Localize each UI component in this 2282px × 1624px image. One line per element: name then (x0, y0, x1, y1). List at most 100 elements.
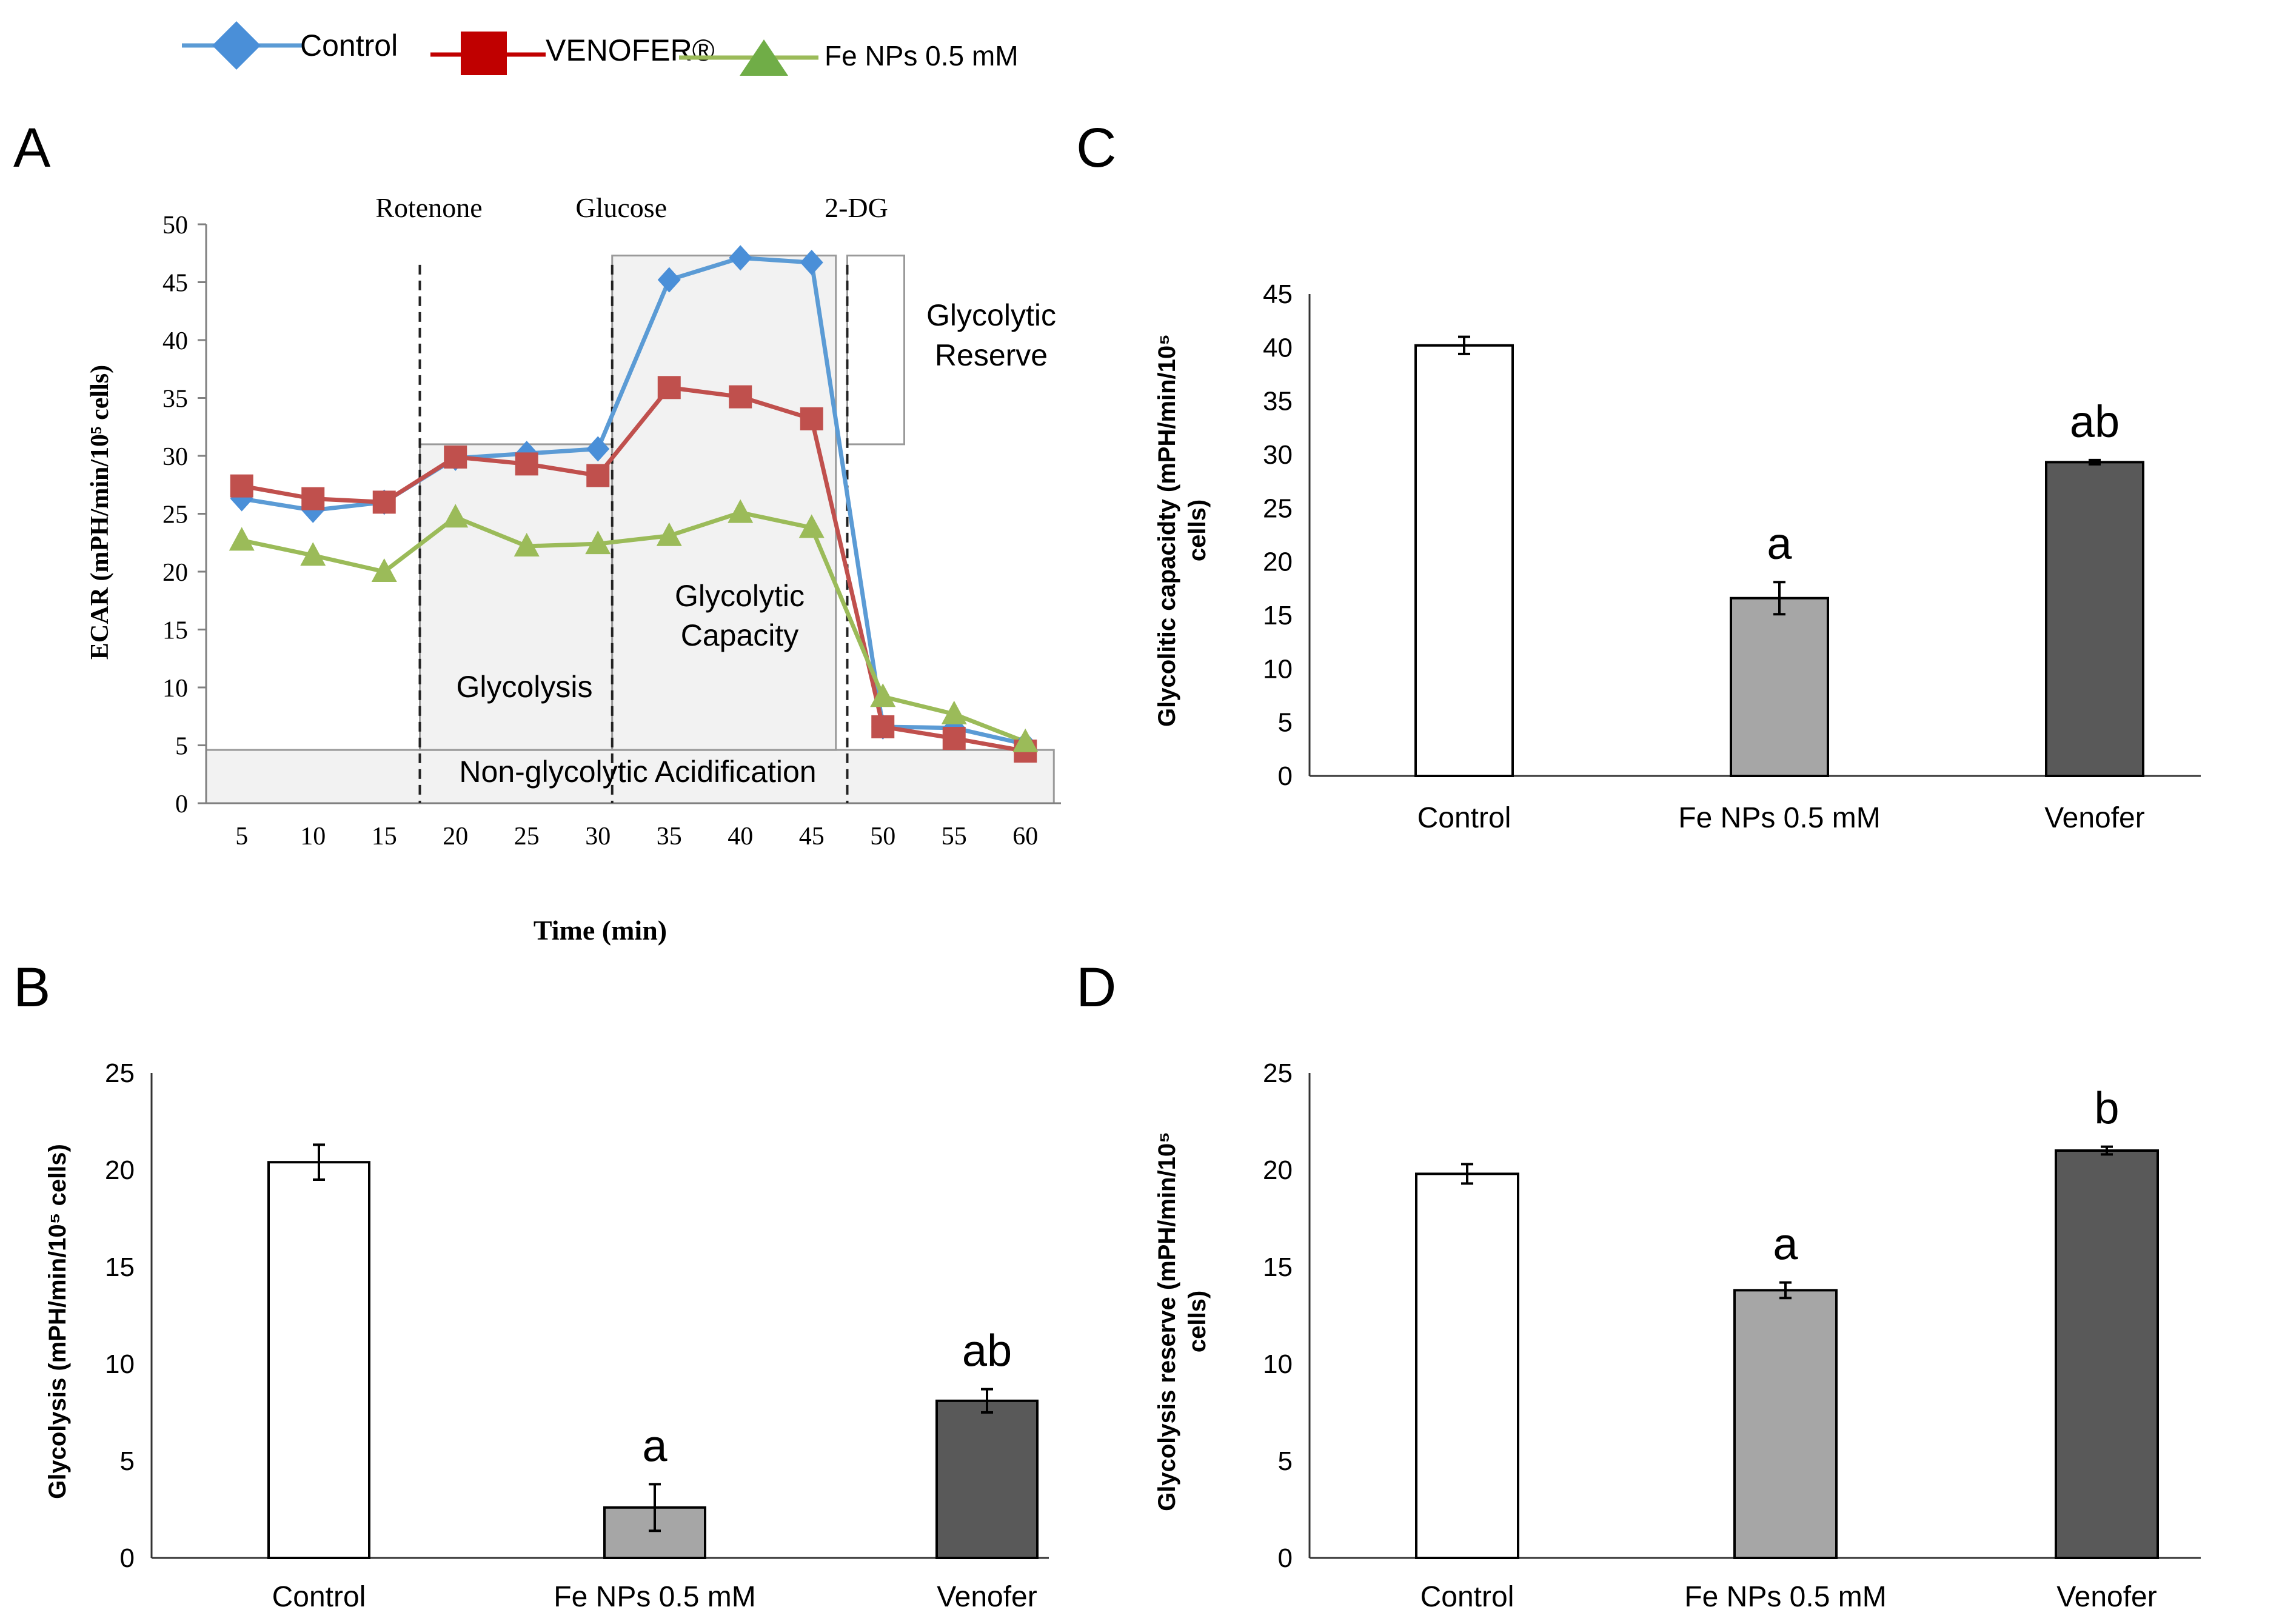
significance-letter: a (1773, 1219, 1798, 1269)
panel-d-ylabel-line2: cells) (1184, 1291, 1211, 1352)
injection-label: Glucose (575, 192, 667, 223)
point-venofer (800, 407, 823, 430)
legend-venofer-marker (461, 32, 507, 75)
panel-a-ytick-label: 0 (175, 790, 188, 818)
panel-letter-a: A (13, 117, 51, 179)
point-control (657, 267, 681, 293)
point-venofer (871, 715, 895, 738)
region-box-3 (846, 255, 905, 446)
series-line-venofer (241, 385, 1026, 754)
bar-0 (1414, 344, 1514, 777)
panel-a-xtick-label: 10 (300, 823, 326, 850)
panel-a-xtick-label: 20 (443, 823, 468, 850)
panel-a-xtick-label: 35 (657, 823, 682, 850)
panel-b-chart: Glycolysis (mPH/min/10⁵ cells) 0 5 10 15 20 2… (44, 1058, 1049, 1613)
significance-letter: ab (2070, 396, 2120, 447)
significance-letter: ab (962, 1326, 1012, 1376)
bar-ytick-label: 10 (1263, 654, 1293, 684)
panel-a-xtick-label: 45 (799, 823, 825, 850)
point-fenps (300, 542, 326, 566)
panel-a-ylabel: ECAR (mPH/min/10⁵ cells) (86, 365, 114, 660)
panel-a-ytick-label: 5 (175, 733, 188, 761)
bar-ytick-label: 35 (1263, 387, 1293, 416)
point-fenps (798, 514, 825, 538)
panel-a-xtick-label: 25 (514, 823, 540, 850)
point-venofer (729, 385, 752, 409)
panel-c-ylabel-line2: cells) (1184, 500, 1211, 561)
bar-ytick-label: 30 (1263, 440, 1293, 470)
panel-a-xtick-label: 40 (728, 823, 753, 850)
panel-a-xlabel: Time (min) (534, 915, 667, 946)
bar-ytick-label: 15 (1263, 601, 1293, 630)
panel-d-ylabel-line1: Glycolysis reserve (mPH/min/10⁵ (1154, 1132, 1180, 1511)
bar-ytick-label: 25 (105, 1058, 135, 1088)
bar-2 (2045, 461, 2144, 777)
region-label-3: Glycolytic (926, 298, 1056, 332)
panel-a-ytick-label: 15 (162, 617, 188, 645)
panel-a-ytick-label: 25 (162, 501, 188, 529)
point-fenps (371, 558, 397, 582)
category-label: Venofer (937, 1581, 1037, 1613)
bar-ytick-label: 5 (120, 1446, 135, 1476)
point-venofer (444, 445, 467, 469)
panel-letter-b: B (13, 957, 50, 1018)
panel-a-xtick-label: 5 (235, 823, 248, 850)
legend-fenps-marker (740, 39, 788, 76)
bar-1 (1730, 596, 1829, 777)
bar-ytick-label: 0 (120, 1543, 135, 1573)
bar-ytick-label: 0 (1278, 761, 1293, 791)
injection-label: Rotenone (375, 192, 482, 223)
region-label-2: Capacity (681, 618, 799, 652)
panel-letter-c: C (1076, 117, 1116, 179)
point-venofer (942, 727, 966, 750)
category-label: Control (1420, 1581, 1514, 1613)
region-box-0 (205, 749, 1055, 804)
point-control (586, 436, 610, 462)
panel-a-ytick-label: 30 (162, 443, 188, 471)
point-control (729, 245, 752, 271)
category-label: Venofer (2044, 802, 2144, 834)
legend-venofer-label: VENOFER® (546, 33, 715, 67)
panel-a-xtick-label: 55 (942, 823, 967, 850)
bar-0 (267, 1161, 370, 1559)
region-label-3: Reserve (935, 338, 1048, 372)
point-fenps (728, 499, 754, 523)
point-control (800, 250, 823, 276)
panel-a-ytick-label: 20 (162, 559, 188, 587)
bar-ytick-label: 5 (1278, 1446, 1293, 1476)
legend-control-label: Control (300, 28, 398, 62)
category-label: Fe NPs 0.5 mM (1684, 1581, 1886, 1613)
panel-a-chart: 0 5 10 15 20 25 30 35 40 45 50 5 10 15 20 25 30 35 40 45 50 5… (86, 192, 1061, 946)
bar-ytick-label: 20 (1263, 547, 1293, 577)
bar-ytick-label: 5 (1278, 708, 1293, 738)
point-fenps (514, 532, 540, 556)
point-venofer (301, 487, 325, 510)
category-label: Control (1417, 802, 1511, 834)
point-fenps (870, 683, 896, 707)
significance-letter: a (1767, 518, 1792, 569)
point-venofer (372, 490, 396, 514)
panel-a-ytick-label: 50 (162, 212, 188, 239)
point-fenps (585, 530, 611, 555)
point-fenps (1012, 728, 1039, 752)
panel-letter-d: D (1076, 957, 1116, 1018)
region-label-0: Non-glycolytic Acidification (459, 755, 816, 789)
significance-letter: a (642, 1420, 668, 1471)
point-venofer (515, 452, 538, 476)
legend-control-marker (212, 21, 261, 70)
category-label: Fe NPs 0.5 mM (1678, 802, 1880, 834)
bar-ytick-label: 20 (1263, 1155, 1293, 1185)
region-box-2 (611, 255, 837, 751)
bar-ytick-label: 20 (105, 1155, 135, 1185)
panel-c-chart: Glycolitic capacidty (mPH/min/10⁵ cells)… (1154, 279, 2201, 834)
legend-fenps-label: Fe NPs 0.5 mM (825, 40, 1019, 72)
bar-ytick-label: 10 (1263, 1349, 1293, 1379)
bar-0 (1415, 1172, 1519, 1559)
bar-ytick-label: 25 (1263, 1058, 1293, 1088)
panel-a-xtick-label: 30 (585, 823, 611, 850)
bar-ytick-label: 25 (1263, 493, 1293, 523)
category-label: Control (272, 1581, 366, 1613)
bar-ytick-label: 40 (1263, 333, 1293, 363)
injection-label: 2-DG (825, 192, 888, 223)
